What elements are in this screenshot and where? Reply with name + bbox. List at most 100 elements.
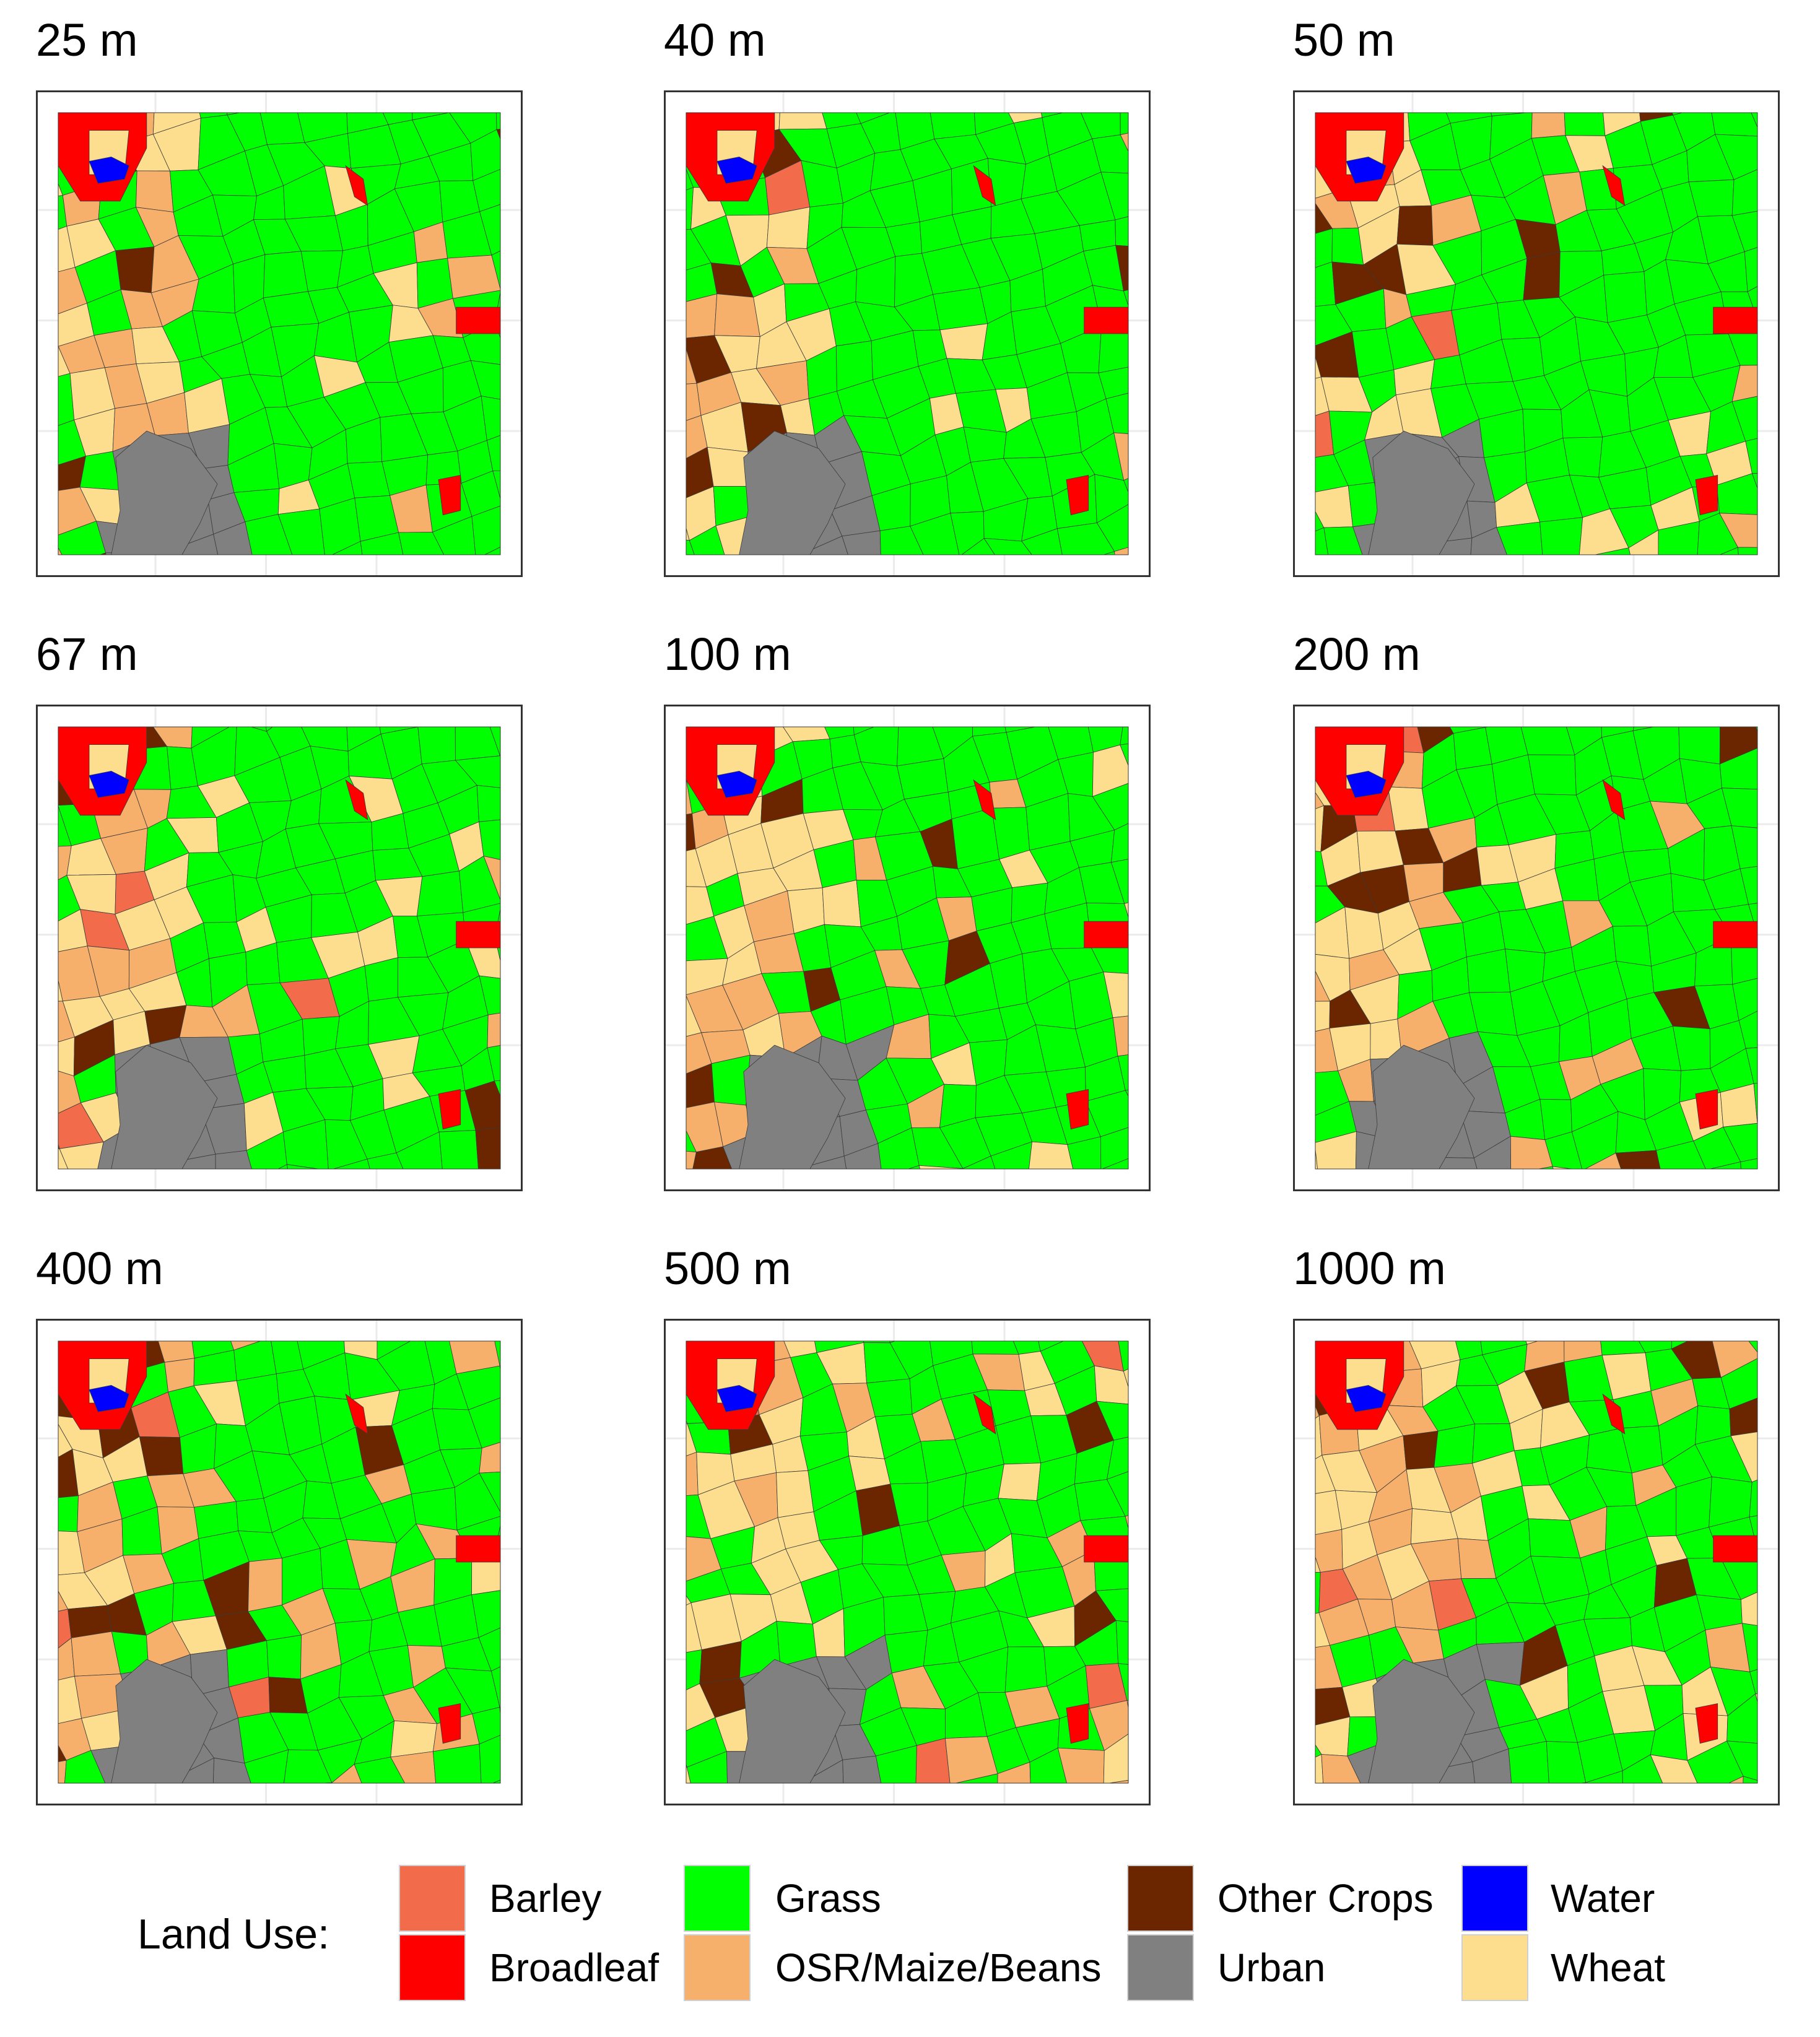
land-parcel [812, 571, 859, 575]
land-parcel [1668, 706, 1720, 724]
land-parcel [853, 558, 898, 575]
land-parcel [38, 923, 55, 963]
land-parcel [1469, 570, 1521, 575]
land-parcel [666, 276, 680, 323]
land-parcel [38, 566, 76, 575]
land-parcel [1095, 1588, 1128, 1622]
land-parcel [1123, 1368, 1128, 1388]
land-parcel [1295, 1321, 1307, 1353]
land-parcel [1145, 1608, 1149, 1667]
land-parcel [729, 1321, 778, 1328]
land-parcel [1726, 1693, 1757, 1744]
broadleaf-woodland [345, 1393, 368, 1435]
land-parcel [254, 560, 305, 575]
land-parcel [64, 1750, 106, 1783]
land-parcel [1000, 1183, 1037, 1189]
land-parcel [99, 92, 155, 101]
land-parcel [879, 526, 924, 555]
land-parcel [1295, 1185, 1335, 1189]
land-parcel [1658, 562, 1700, 575]
land-parcel [510, 771, 521, 818]
land-parcel [38, 435, 42, 471]
land-parcel [1756, 1544, 1757, 1550]
land-parcel [1123, 289, 1128, 306]
land-parcel [802, 536, 848, 555]
broadleaf-woodland [973, 779, 996, 820]
land-parcel [179, 1153, 216, 1169]
land-parcel [517, 539, 521, 575]
land-parcel [1755, 1693, 1757, 1703]
broadleaf-woodland [1084, 1535, 1128, 1563]
broadleaf-woodland [345, 779, 368, 820]
land-parcel [1735, 706, 1778, 708]
land-parcel [1749, 1669, 1757, 1695]
land-parcel [38, 241, 43, 276]
land-parcel [714, 293, 760, 337]
land-parcel [1539, 517, 1583, 555]
land-parcel [1744, 247, 1757, 292]
land-parcel [990, 1141, 1032, 1169]
land-parcel [1092, 134, 1128, 174]
land-parcel [339, 92, 374, 94]
land-parcel [1632, 727, 1655, 731]
land-parcel [294, 558, 330, 575]
land-use-map-400m [38, 1321, 521, 1804]
land-parcel [38, 737, 52, 778]
land-parcel [487, 1045, 500, 1082]
land-parcel [1315, 1716, 1351, 1757]
broadleaf-woodland [345, 165, 368, 206]
land-parcel [1562, 436, 1603, 478]
land-parcel [38, 1003, 45, 1046]
land-parcel [1704, 706, 1751, 724]
land-parcel [666, 886, 676, 933]
land-parcel [212, 1801, 267, 1804]
land-parcel [1745, 438, 1757, 474]
land-use-map-50m [1295, 92, 1778, 575]
land-parcel [282, 1119, 329, 1169]
study-area-boundary [686, 112, 1129, 555]
land-parcel [38, 1360, 53, 1394]
land-parcel [1098, 367, 1128, 399]
land-parcel [1710, 1321, 1744, 1335]
land-parcel [1738, 1010, 1757, 1049]
land-parcel [686, 1751, 728, 1783]
land-parcel [470, 360, 500, 400]
land-parcel [972, 727, 1007, 737]
land-parcel [1295, 1474, 1298, 1503]
land-parcel [1071, 1784, 1118, 1804]
land-parcel [1579, 1782, 1587, 1783]
land-parcel [259, 92, 295, 109]
land-parcel [963, 427, 1007, 463]
land-parcel [266, 1635, 302, 1680]
legend-key-broadleaf [399, 1934, 466, 2001]
land-parcel [432, 1744, 482, 1783]
land-parcel [1315, 1572, 1321, 1614]
land-parcel [1622, 1754, 1663, 1783]
study-area-boundary [58, 726, 501, 1170]
land-parcel [510, 1147, 521, 1189]
land-parcel [1760, 1355, 1778, 1397]
land-parcel [459, 856, 500, 913]
land-parcel [1110, 859, 1128, 904]
study-area-boundary [686, 1340, 1129, 1784]
panel-title-100m: 100 m [664, 628, 791, 680]
land-parcel [1662, 1170, 1709, 1189]
panel-title-25m: 25 m [36, 14, 138, 66]
urban-area [1368, 430, 1475, 555]
land-parcel [1344, 906, 1384, 959]
land-parcel [294, 1321, 342, 1324]
land-parcel [885, 706, 928, 717]
land-parcel [178, 534, 219, 555]
land-parcel [294, 92, 346, 96]
land-parcel [897, 727, 944, 767]
land-parcel [1751, 473, 1757, 489]
land-parcel [1295, 739, 1305, 780]
land-parcel [1315, 1131, 1357, 1169]
land-parcel [414, 1785, 459, 1804]
land-parcel [1745, 1047, 1757, 1084]
land-parcel [390, 1720, 438, 1758]
land-parcel [277, 1164, 288, 1169]
land-parcel [1295, 1496, 1308, 1538]
land-parcel [1329, 92, 1378, 113]
land-parcel [471, 505, 500, 555]
